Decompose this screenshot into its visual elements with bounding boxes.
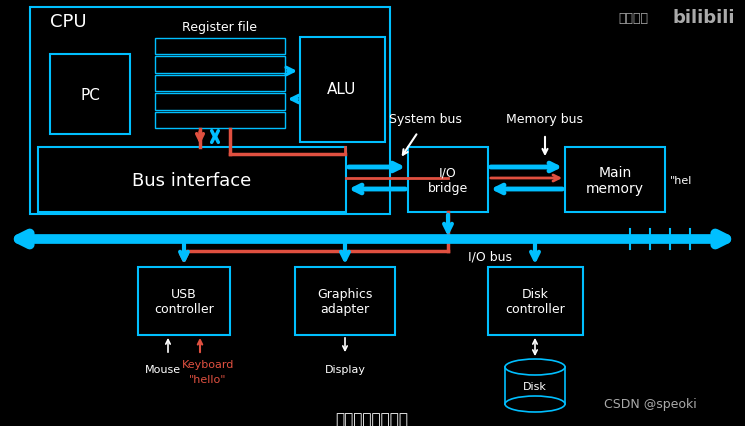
- Bar: [505, 367, 565, 404]
- Text: I/O
bridge: I/O bridge: [428, 167, 468, 195]
- Text: I/O bus: I/O bus: [468, 250, 512, 263]
- Text: Mouse: Mouse: [145, 364, 181, 374]
- Text: 九曲阑干: 九曲阑干: [618, 12, 648, 24]
- Text: Keyboard: Keyboard: [182, 359, 234, 369]
- Text: Disk
controller: Disk controller: [505, 287, 565, 315]
- Bar: [155, 57, 285, 74]
- Text: 整个流程如图所示: 整个流程如图所示: [335, 412, 408, 426]
- Text: System bus: System bus: [389, 113, 461, 126]
- Bar: [300, 38, 385, 143]
- Text: Display: Display: [325, 364, 366, 374]
- Bar: [155, 76, 285, 92]
- Bar: [30, 8, 390, 215]
- Bar: [565, 148, 665, 213]
- Text: Register file: Register file: [183, 21, 258, 35]
- Bar: [155, 94, 285, 110]
- Text: Graphics
adapter: Graphics adapter: [317, 287, 372, 315]
- Ellipse shape: [505, 359, 565, 375]
- Text: PC: PC: [80, 87, 100, 102]
- Text: "hel: "hel: [670, 176, 692, 186]
- Text: ALU: ALU: [327, 82, 357, 97]
- Bar: [488, 268, 583, 335]
- Bar: [408, 148, 488, 213]
- Text: USB
controller: USB controller: [154, 287, 214, 315]
- Bar: [295, 268, 395, 335]
- Text: Disk: Disk: [523, 382, 547, 391]
- Bar: [50, 55, 130, 135]
- Text: Bus interface: Bus interface: [133, 172, 252, 190]
- Bar: [38, 148, 346, 213]
- Bar: [155, 39, 285, 55]
- Text: CSDN @speoki: CSDN @speoki: [603, 397, 697, 411]
- Text: "hello": "hello": [189, 374, 226, 384]
- Bar: [138, 268, 230, 335]
- Text: Memory bus: Memory bus: [507, 113, 583, 126]
- Bar: [155, 112, 285, 129]
- Text: Main
memory: Main memory: [586, 166, 644, 196]
- Text: bilibili: bilibili: [672, 9, 735, 27]
- Ellipse shape: [505, 396, 565, 412]
- Text: CPU: CPU: [50, 13, 86, 31]
